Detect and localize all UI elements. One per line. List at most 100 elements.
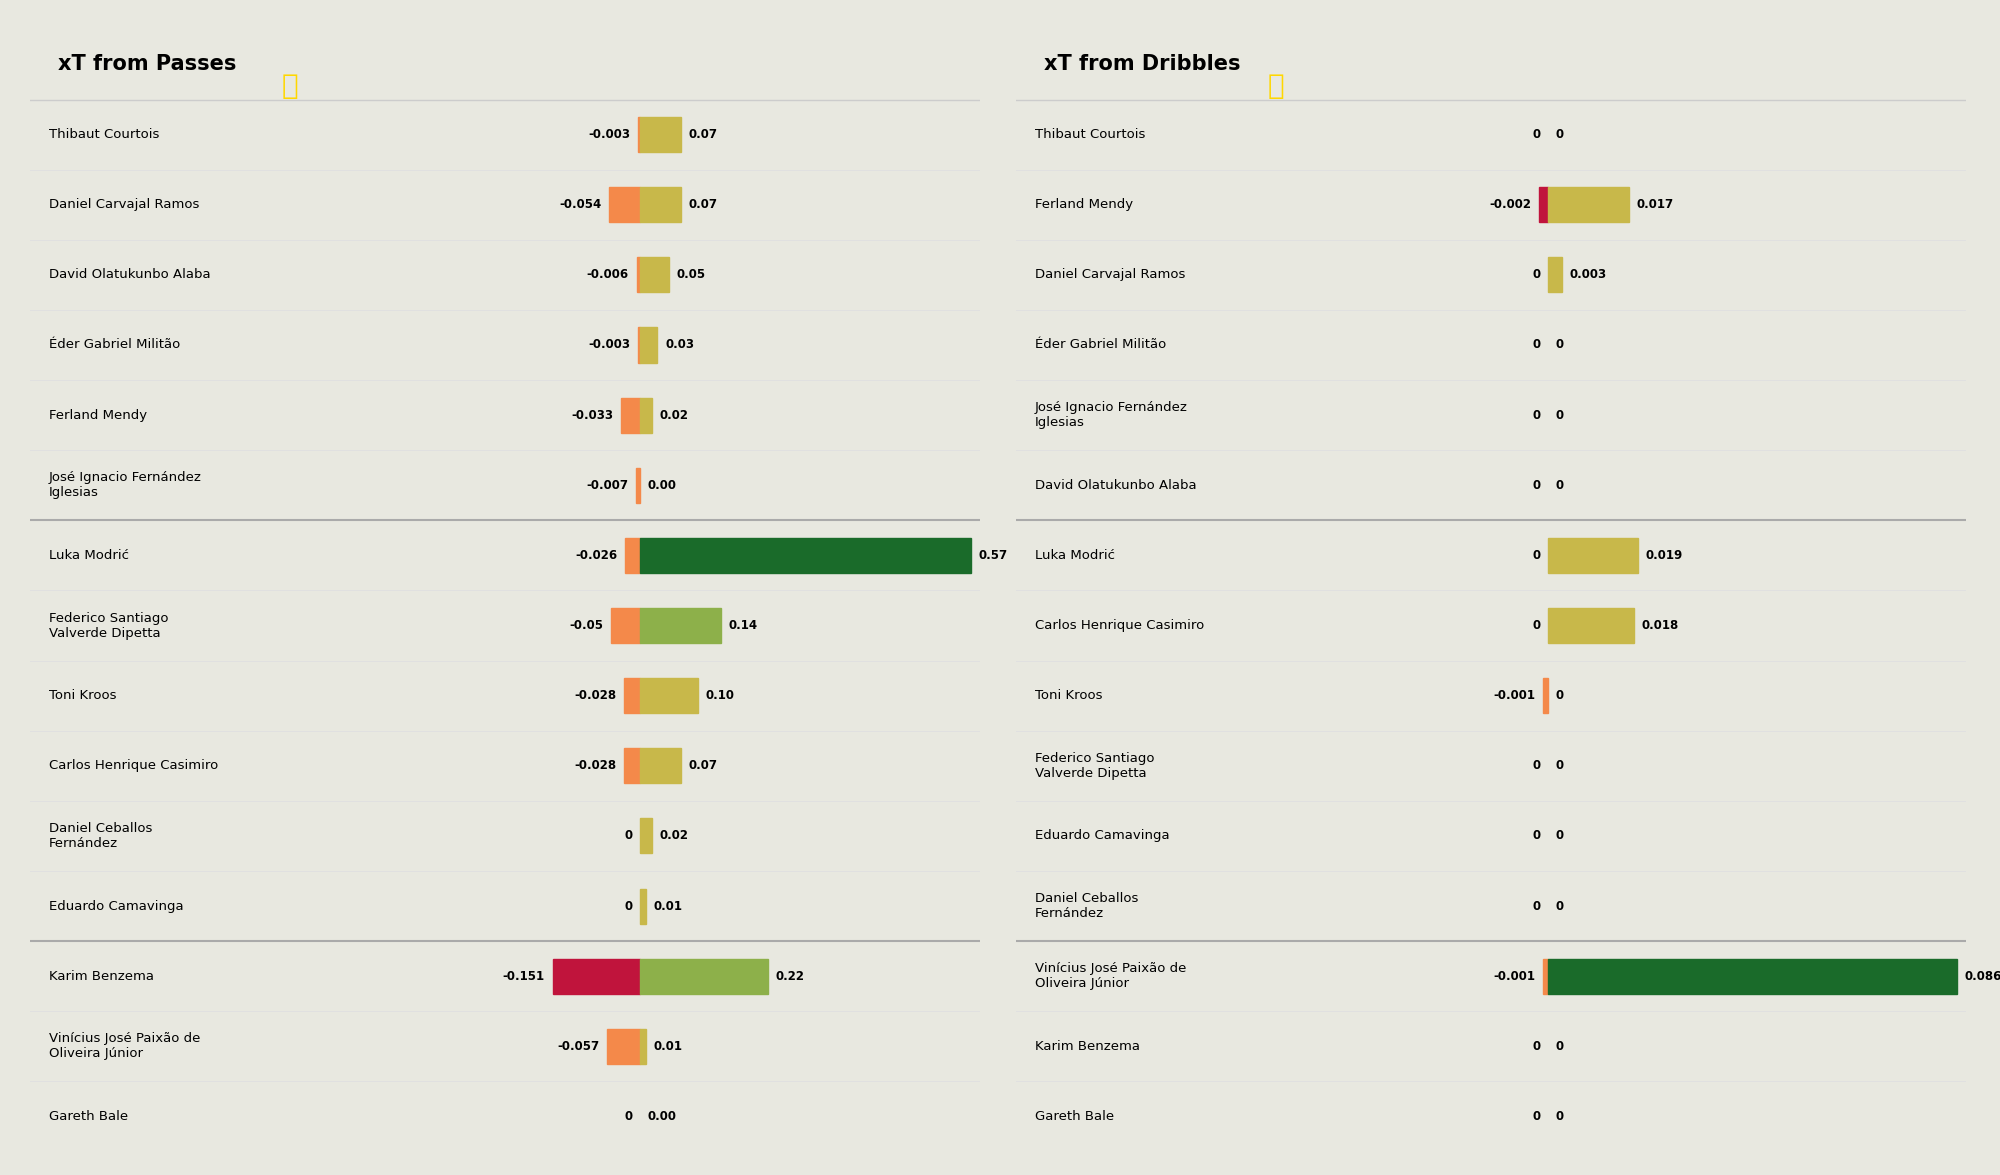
Text: Daniel Carvajal Ramos: Daniel Carvajal Ramos [1036,268,1186,281]
Text: 0: 0 [1532,619,1540,632]
Bar [640,818,652,853]
Bar [640,748,680,784]
Text: Luka Modrić: Luka Modrić [48,549,128,562]
Text: -0.057: -0.057 [558,1040,600,1053]
Text: 0.07: 0.07 [688,759,718,772]
Text: Thibaut Courtois: Thibaut Courtois [1036,128,1146,141]
Bar [640,397,652,432]
Bar [552,959,640,994]
Text: Vinícius José Paixão de
Oliveira Júnior: Vinícius José Paixão de Oliveira Júnior [1036,962,1186,991]
Text: José Ignacio Fernández
Iglesias: José Ignacio Fernández Iglesias [1036,401,1188,429]
Bar [612,607,640,643]
Bar [636,468,640,503]
Text: 0.05: 0.05 [676,268,706,281]
Text: 0: 0 [1556,1110,1564,1123]
Text: 0: 0 [1532,409,1540,422]
Bar [640,257,670,293]
Text: 0.10: 0.10 [706,689,734,703]
Text: 0.086: 0.086 [1964,969,2000,982]
Text: xT from Passes: xT from Passes [58,54,236,74]
Text: -0.05: -0.05 [570,619,604,632]
Bar [624,748,640,784]
Text: 0: 0 [1556,409,1564,422]
Text: Éder Gabriel Militão: Éder Gabriel Militão [48,338,180,351]
Text: Ferland Mendy: Ferland Mendy [1036,199,1134,212]
Text: 0.22: 0.22 [776,969,804,982]
Bar [640,538,970,573]
Text: ⚽: ⚽ [282,72,298,100]
Text: 0: 0 [1532,1040,1540,1053]
Bar [640,607,722,643]
Text: Federico Santiago
Valverde Dipetta: Federico Santiago Valverde Dipetta [48,611,168,639]
Bar [640,888,646,924]
Text: 0: 0 [1556,338,1564,351]
Bar [640,1029,646,1063]
Text: Daniel Carvajal Ramos: Daniel Carvajal Ramos [48,199,200,212]
Text: José Ignacio Fernández
Iglesias: José Ignacio Fernández Iglesias [48,471,202,499]
Text: -0.002: -0.002 [1488,199,1530,212]
Text: 0.07: 0.07 [688,128,718,141]
Bar [1548,959,1956,994]
Text: Eduardo Camavinga: Eduardo Camavinga [48,900,184,913]
Bar [1548,257,1562,293]
Bar [640,678,698,713]
Text: 0.14: 0.14 [728,619,758,632]
Text: Carlos Henrique Casimiro: Carlos Henrique Casimiro [48,759,218,772]
Text: 0: 0 [1532,128,1540,141]
Text: Éder Gabriel Militão: Éder Gabriel Militão [1036,338,1166,351]
Bar [620,397,640,432]
Text: 0: 0 [1556,689,1564,703]
Text: 0: 0 [1532,549,1540,562]
Text: 0: 0 [1556,759,1564,772]
Text: Gareth Bale: Gareth Bale [48,1110,128,1123]
Text: Daniel Ceballos
Fernández: Daniel Ceballos Fernández [1036,892,1138,920]
Bar [1544,678,1548,713]
Text: 0: 0 [1532,759,1540,772]
Text: -0.028: -0.028 [574,689,616,703]
Text: -0.001: -0.001 [1494,969,1536,982]
Text: -0.007: -0.007 [586,478,628,492]
Text: 0: 0 [1532,268,1540,281]
Text: -0.003: -0.003 [588,128,630,141]
Bar [624,538,640,573]
Text: 0: 0 [1556,900,1564,913]
Bar [640,118,680,152]
Text: 0: 0 [1556,1040,1564,1053]
Text: 0: 0 [1556,830,1564,842]
Text: David Olatukunbo Alaba: David Olatukunbo Alaba [1036,478,1196,492]
Text: -0.026: -0.026 [576,549,618,562]
Text: 0.003: 0.003 [1570,268,1606,281]
Text: -0.006: -0.006 [586,268,628,281]
Text: Gareth Bale: Gareth Bale [1036,1110,1114,1123]
Text: 0: 0 [1556,128,1564,141]
Bar [1544,959,1548,994]
Text: 0.02: 0.02 [660,830,688,842]
Text: -0.028: -0.028 [574,759,616,772]
Text: 0: 0 [1532,338,1540,351]
Text: Luka Modrić: Luka Modrić [1036,549,1116,562]
Text: 0.07: 0.07 [688,199,718,212]
Text: 0.00: 0.00 [648,478,676,492]
Text: 0.03: 0.03 [666,338,694,351]
Text: 0.018: 0.018 [1642,619,1678,632]
Text: xT from Dribbles: xT from Dribbles [1044,54,1240,74]
Text: -0.001: -0.001 [1494,689,1536,703]
Text: 0.019: 0.019 [1646,549,1684,562]
Bar [624,678,640,713]
Text: 0: 0 [1532,1110,1540,1123]
Text: Carlos Henrique Casimiro: Carlos Henrique Casimiro [1036,619,1204,632]
Text: 0.02: 0.02 [660,409,688,422]
Text: David Olatukunbo Alaba: David Olatukunbo Alaba [48,268,210,281]
Text: 0: 0 [624,900,632,913]
Text: 0: 0 [624,1110,632,1123]
Bar [640,959,768,994]
Text: 0.017: 0.017 [1636,199,1674,212]
Text: 0: 0 [1532,900,1540,913]
Text: 0.01: 0.01 [654,900,682,913]
Text: -0.033: -0.033 [572,409,614,422]
Text: Thibaut Courtois: Thibaut Courtois [48,128,160,141]
Text: 0: 0 [1532,478,1540,492]
Bar [1548,607,1634,643]
Bar [1548,538,1638,573]
Bar [640,328,658,363]
